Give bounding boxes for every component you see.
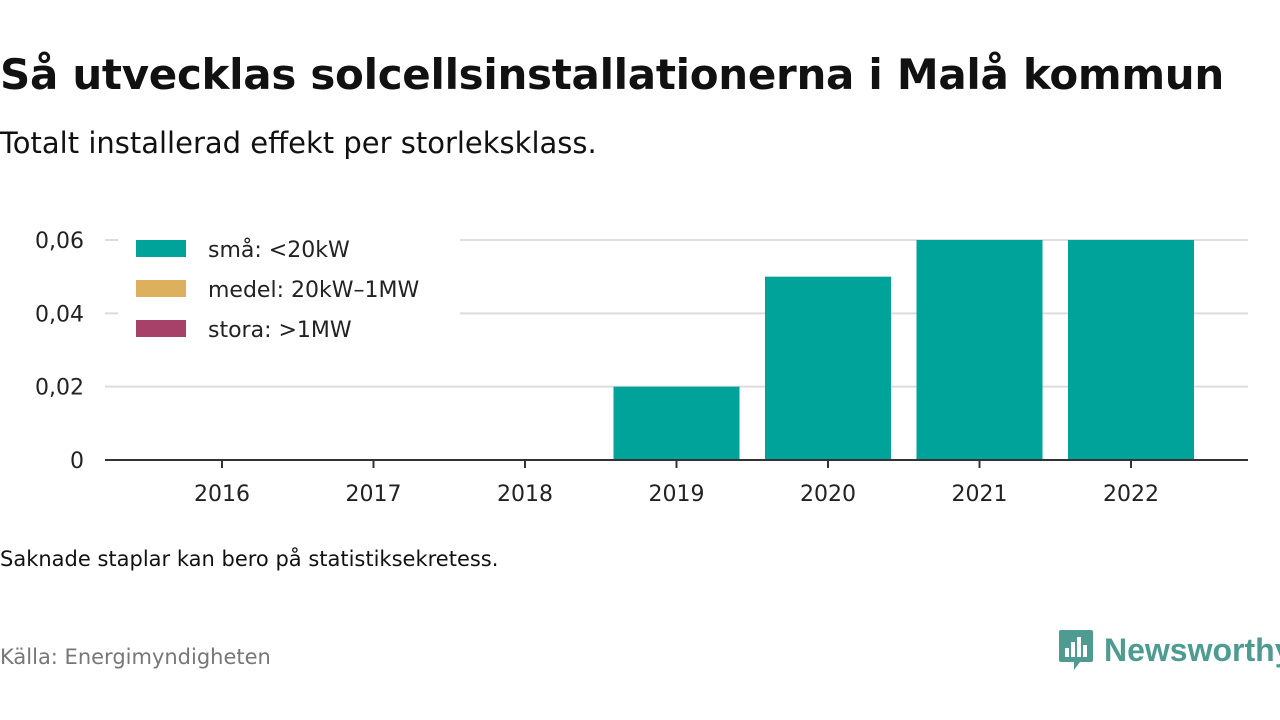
bars <box>613 240 1194 460</box>
legend-swatch <box>136 280 186 297</box>
x-tick-label: 2016 <box>194 482 250 507</box>
bar <box>1068 240 1194 460</box>
x-tick-label: 2021 <box>952 482 1008 507</box>
legend-swatch <box>136 240 186 257</box>
x-tick-label: 2018 <box>497 482 553 507</box>
footnote: Saknade staplar kan bero på statistiksek… <box>0 547 499 571</box>
source-text: Källa: Energimyndigheten <box>0 645 271 669</box>
chart-title: Så utvecklas solcellsinstallationerna i … <box>0 50 1225 99</box>
legend: små: <20kW medel: 20kW–1MW stora: >1MW <box>118 230 460 348</box>
legend-label: medel: 20kW–1MW <box>208 278 419 303</box>
y-tick-label: 0,06 <box>35 229 84 254</box>
y-tick-label: 0,04 <box>35 302 84 327</box>
newsworthy-logo: Newsworthy <box>1058 628 1280 672</box>
y-tick-label: 0 <box>70 449 84 474</box>
bar-chart-speech-bubble-icon <box>1059 630 1093 670</box>
legend-label: små: <20kW <box>208 237 350 263</box>
axes: 0 0,02 0,04 0,06 2016 2017 2018 2019 2020 2021 202… <box>35 229 1248 507</box>
x-tick-label: 2017 <box>346 482 402 507</box>
x-tick-label: 2022 <box>1103 482 1159 507</box>
bar <box>916 240 1043 460</box>
legend-swatch <box>136 320 186 337</box>
bar <box>613 386 740 460</box>
x-tick-label: 2020 <box>800 482 856 507</box>
brand-name: Newsworthy <box>1104 631 1280 668</box>
y-tick-label: 0,02 <box>35 376 84 401</box>
legend-label: stora: >1MW <box>208 318 352 343</box>
bar <box>765 276 891 460</box>
x-tick-label: 2019 <box>649 482 705 507</box>
chart-subtitle: Totalt installerad effekt per storlekskl… <box>0 126 597 160</box>
